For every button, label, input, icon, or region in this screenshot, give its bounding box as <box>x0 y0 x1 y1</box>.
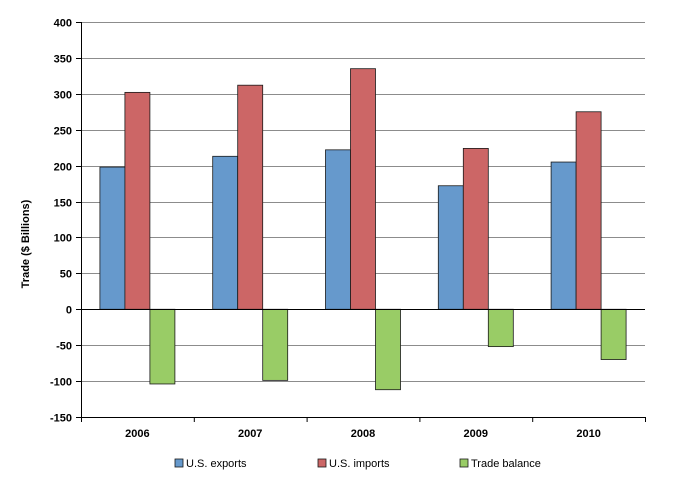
bar-u-s-exports-2008 <box>325 149 351 310</box>
legend-label: U.S. imports <box>329 458 390 470</box>
y-tick-label: -50 <box>56 341 72 353</box>
bar-u-s-imports-2008 <box>350 68 376 310</box>
x-tick-label: 2007 <box>238 428 262 440</box>
bar-u-s-exports-2007 <box>212 155 239 310</box>
legend-swatch <box>174 458 184 468</box>
x-tick-label: 2006 <box>125 428 149 440</box>
bar-u-s-imports-2010 <box>575 111 602 310</box>
y-tick-label: -100 <box>50 377 72 389</box>
y-tick-label: 100 <box>54 233 72 245</box>
x-tick-labels: 2006 2007 2008 2009 2010 <box>125 428 601 440</box>
y-tick-labels: 400 350 300 250 200 150 100 50 0 -50 -100 -150 <box>50 18 72 425</box>
bar-u-s-exports-2009 <box>437 185 464 310</box>
y-tick-label: -150 <box>50 413 72 425</box>
bar-trade-balance-2006 <box>149 308 176 385</box>
y-tick-label: 150 <box>54 198 72 210</box>
bar-u-s-exports-2006 <box>99 166 126 310</box>
bar-u-s-imports-2006 <box>124 91 151 310</box>
y-tick-label: 50 <box>60 269 72 281</box>
bar-u-s-imports-2009 <box>462 147 489 310</box>
bar-u-s-imports-2007 <box>237 84 264 310</box>
y-tick-label: 200 <box>54 162 72 174</box>
y-tick-label: 350 <box>54 54 72 66</box>
y-tick-label: 400 <box>54 18 72 30</box>
bar-u-s-exports-2010 <box>550 161 577 310</box>
legend-label: Trade balance <box>471 458 541 470</box>
bar-trade-balance-2010 <box>600 308 627 360</box>
x-tick-label: 2009 <box>464 428 488 440</box>
axes <box>76 22 646 422</box>
bar-trade-balance-2007 <box>262 308 289 381</box>
y-axis-title: Trade ($ Billions) <box>20 199 32 288</box>
x-tick-label: 2008 <box>351 428 375 440</box>
legend-label: U.S. exports <box>186 458 247 470</box>
legend-swatch <box>317 458 327 468</box>
bar-trade-balance-2008 <box>375 308 401 391</box>
legend: U.S. exports U.S. imports Trade balance <box>174 458 541 470</box>
x-tick-label: 2010 <box>576 428 600 440</box>
y-tick-label: 0 <box>66 305 72 317</box>
bars <box>99 68 627 391</box>
legend-swatch <box>459 458 469 468</box>
y-tick-label: 300 <box>54 90 72 102</box>
bar-trade-balance-2009 <box>487 308 514 348</box>
y-tick-label: 250 <box>54 126 72 138</box>
